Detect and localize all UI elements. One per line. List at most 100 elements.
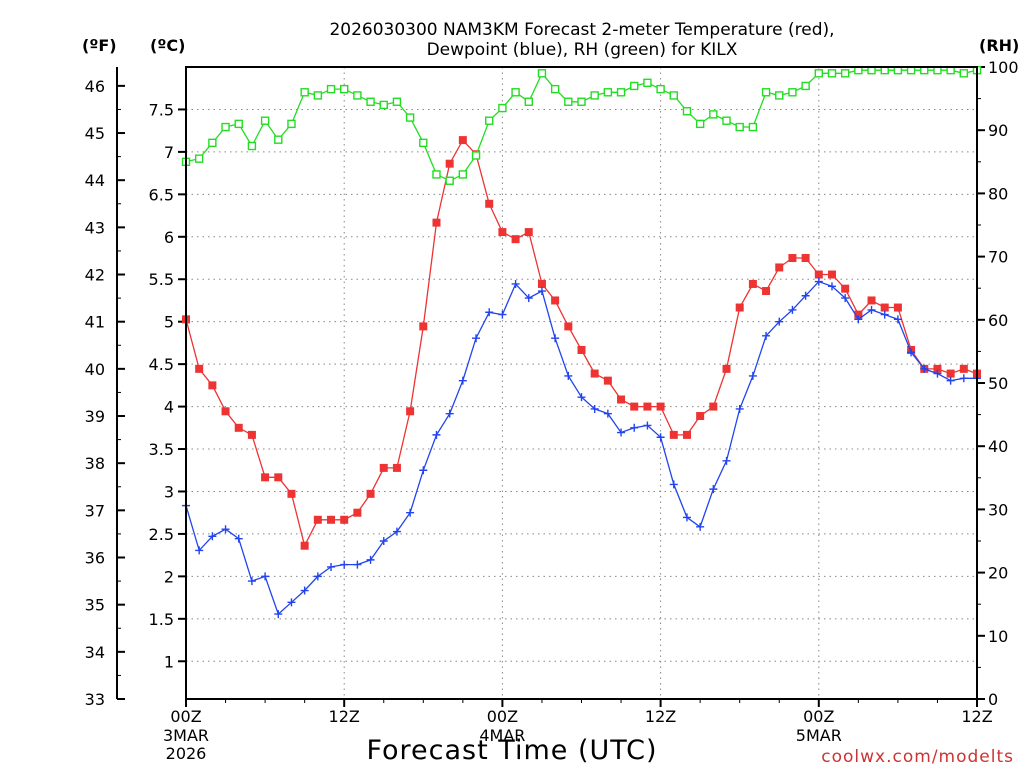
fahrenheit-tick-label: 37	[85, 501, 105, 520]
rh-point	[379, 100, 388, 110]
left-axis-unit-celsius: (ºC)	[150, 36, 185, 55]
rh-point	[840, 69, 850, 78]
rh-tick-label: 80	[988, 184, 1008, 203]
temperature-point	[643, 402, 652, 411]
rh-point	[445, 176, 454, 185]
dewpoint-point	[907, 348, 916, 357]
temperature-point	[327, 515, 336, 524]
x-tick-label: 00Z	[803, 707, 834, 726]
dewpoint-point	[762, 331, 771, 340]
temperature-point	[432, 218, 441, 227]
temperature-point	[827, 270, 836, 279]
rh-point	[603, 88, 613, 97]
celsius-tick-label: 6	[164, 228, 174, 247]
temperature-point	[854, 310, 863, 319]
fahrenheit-tick-label: 34	[85, 643, 105, 662]
fahrenheit-tick-label: 33	[85, 690, 105, 709]
chart-title-line2: Dewpoint (blue), RH (green) for KILX	[427, 40, 738, 60]
celsius-tick-label: 4.5	[149, 355, 174, 374]
temperature-point	[366, 489, 375, 498]
dewpoint-point	[788, 305, 797, 314]
celsius-tick-label: 2	[164, 567, 174, 586]
rh-point	[524, 97, 533, 106]
dewpoint-point	[946, 376, 955, 385]
plot-frame	[185, 66, 978, 700]
rh-point	[577, 97, 586, 106]
x-tick-date: 3MAR	[163, 726, 209, 745]
dewpoint-point	[841, 294, 850, 303]
dewpoint-point	[933, 369, 942, 378]
temperature-point	[445, 159, 454, 168]
rh-point	[709, 110, 718, 119]
dewpoint-point	[590, 404, 599, 413]
temperature-point	[353, 508, 362, 517]
temperature-point	[709, 402, 718, 411]
temperature-point	[617, 395, 626, 404]
rh-point	[353, 91, 362, 100]
fahrenheit-tick-label: 39	[85, 407, 105, 426]
rh-tick-label: 70	[988, 248, 1008, 267]
rh-point	[485, 116, 494, 125]
rh-line	[185, 69, 978, 182]
dewpoint-point	[643, 421, 652, 430]
dewpoint-point	[669, 480, 678, 489]
x-tick-label: 12Z	[645, 707, 676, 726]
dewpoint-point	[893, 315, 902, 324]
rh-point	[392, 97, 402, 106]
temperature-point	[893, 303, 902, 312]
rh-point	[669, 91, 678, 100]
dewpoint-point	[709, 485, 718, 494]
dewpoint-point	[603, 409, 612, 418]
rh-point	[247, 141, 257, 151]
celsius-tick-label: 3	[164, 482, 174, 501]
rh-point	[537, 69, 547, 78]
dewpoint-point	[313, 572, 322, 581]
fahrenheit-tick-label: 44	[85, 171, 105, 190]
celsius-tick-label: 1.5	[149, 610, 174, 629]
fahrenheit-tick-label: 36	[85, 549, 105, 568]
rh-point	[274, 135, 283, 144]
dewpoint-point	[392, 527, 401, 536]
rh-tick-label: 0	[988, 690, 998, 709]
dewpoint-point	[498, 310, 507, 319]
temperature-point	[669, 430, 678, 439]
fahrenheit-tick-label: 45	[85, 124, 105, 143]
fahrenheit-tick-label: 40	[85, 360, 105, 379]
fahrenheit-tick-label: 38	[85, 454, 105, 473]
dewpoint-point	[775, 317, 784, 326]
rh-point	[550, 84, 560, 94]
rh-point	[775, 91, 784, 100]
rh-point	[194, 154, 204, 163]
celsius-tick-label: 5.5	[149, 270, 174, 289]
dewpoint-point	[366, 555, 375, 564]
rh-point	[458, 170, 468, 179]
dewpoint-point	[630, 423, 639, 432]
data-series	[181, 65, 982, 619]
dewpoint-point	[880, 310, 889, 319]
dewpoint-point	[920, 364, 929, 373]
dewpoint-point	[551, 334, 560, 343]
rh-point	[564, 97, 573, 106]
rh-point	[366, 97, 375, 106]
rh-point	[814, 69, 823, 78]
dewpoint-point	[340, 560, 349, 569]
dewpoint-point	[472, 334, 481, 343]
fahrenheit-tick-label: 41	[85, 313, 105, 332]
dewpoint-point	[485, 308, 494, 317]
dewpoint-point	[274, 610, 283, 619]
temperature-point	[682, 430, 691, 439]
temperature-point	[313, 515, 322, 524]
rh-tick-label: 10	[988, 627, 1008, 646]
dewpoint-point	[458, 376, 467, 385]
temperature-point	[208, 381, 217, 390]
temperature-point	[300, 541, 309, 550]
dewpoint-point	[511, 279, 520, 288]
dewpoint-point	[287, 598, 296, 607]
temperature-point	[537, 279, 546, 288]
rh-point	[287, 119, 296, 129]
dewpoint-point	[300, 586, 309, 595]
rh-point	[761, 88, 771, 97]
axes: 333435363738394041424344454611.522.533.5…	[85, 58, 1019, 763]
rh-tick-label: 100	[988, 58, 1019, 77]
